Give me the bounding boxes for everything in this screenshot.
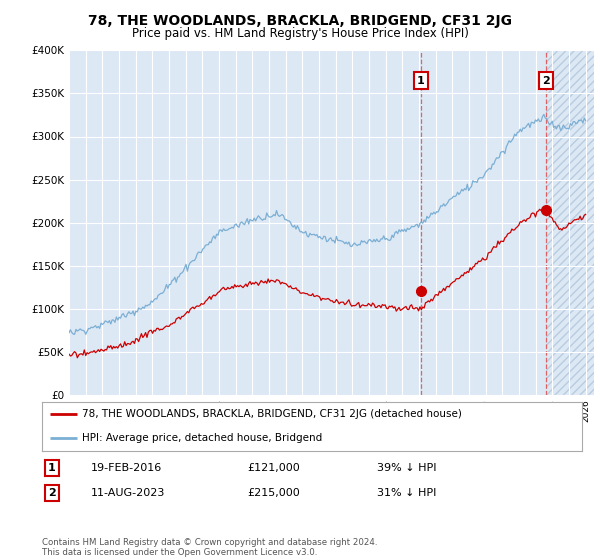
Text: 78, THE WOODLANDS, BRACKLA, BRIDGEND, CF31 2JG: 78, THE WOODLANDS, BRACKLA, BRIDGEND, CF… bbox=[88, 14, 512, 28]
Text: 78, THE WOODLANDS, BRACKLA, BRIDGEND, CF31 2JG (detached house): 78, THE WOODLANDS, BRACKLA, BRIDGEND, CF… bbox=[83, 409, 463, 419]
Text: 11-AUG-2023: 11-AUG-2023 bbox=[91, 488, 165, 498]
Bar bbox=[546, 50, 594, 395]
Text: 1: 1 bbox=[48, 463, 56, 473]
Text: 1: 1 bbox=[417, 76, 425, 86]
Text: Contains HM Land Registry data © Crown copyright and database right 2024.
This d: Contains HM Land Registry data © Crown c… bbox=[42, 538, 377, 557]
Text: £215,000: £215,000 bbox=[247, 488, 300, 498]
Text: 19-FEB-2016: 19-FEB-2016 bbox=[91, 463, 162, 473]
Text: HPI: Average price, detached house, Bridgend: HPI: Average price, detached house, Brid… bbox=[83, 433, 323, 444]
Text: 39% ↓ HPI: 39% ↓ HPI bbox=[377, 463, 436, 473]
Text: 31% ↓ HPI: 31% ↓ HPI bbox=[377, 488, 436, 498]
Text: Price paid vs. HM Land Registry's House Price Index (HPI): Price paid vs. HM Land Registry's House … bbox=[131, 27, 469, 40]
Text: £121,000: £121,000 bbox=[247, 463, 300, 473]
Text: 2: 2 bbox=[48, 488, 56, 498]
Text: 2: 2 bbox=[542, 76, 550, 86]
